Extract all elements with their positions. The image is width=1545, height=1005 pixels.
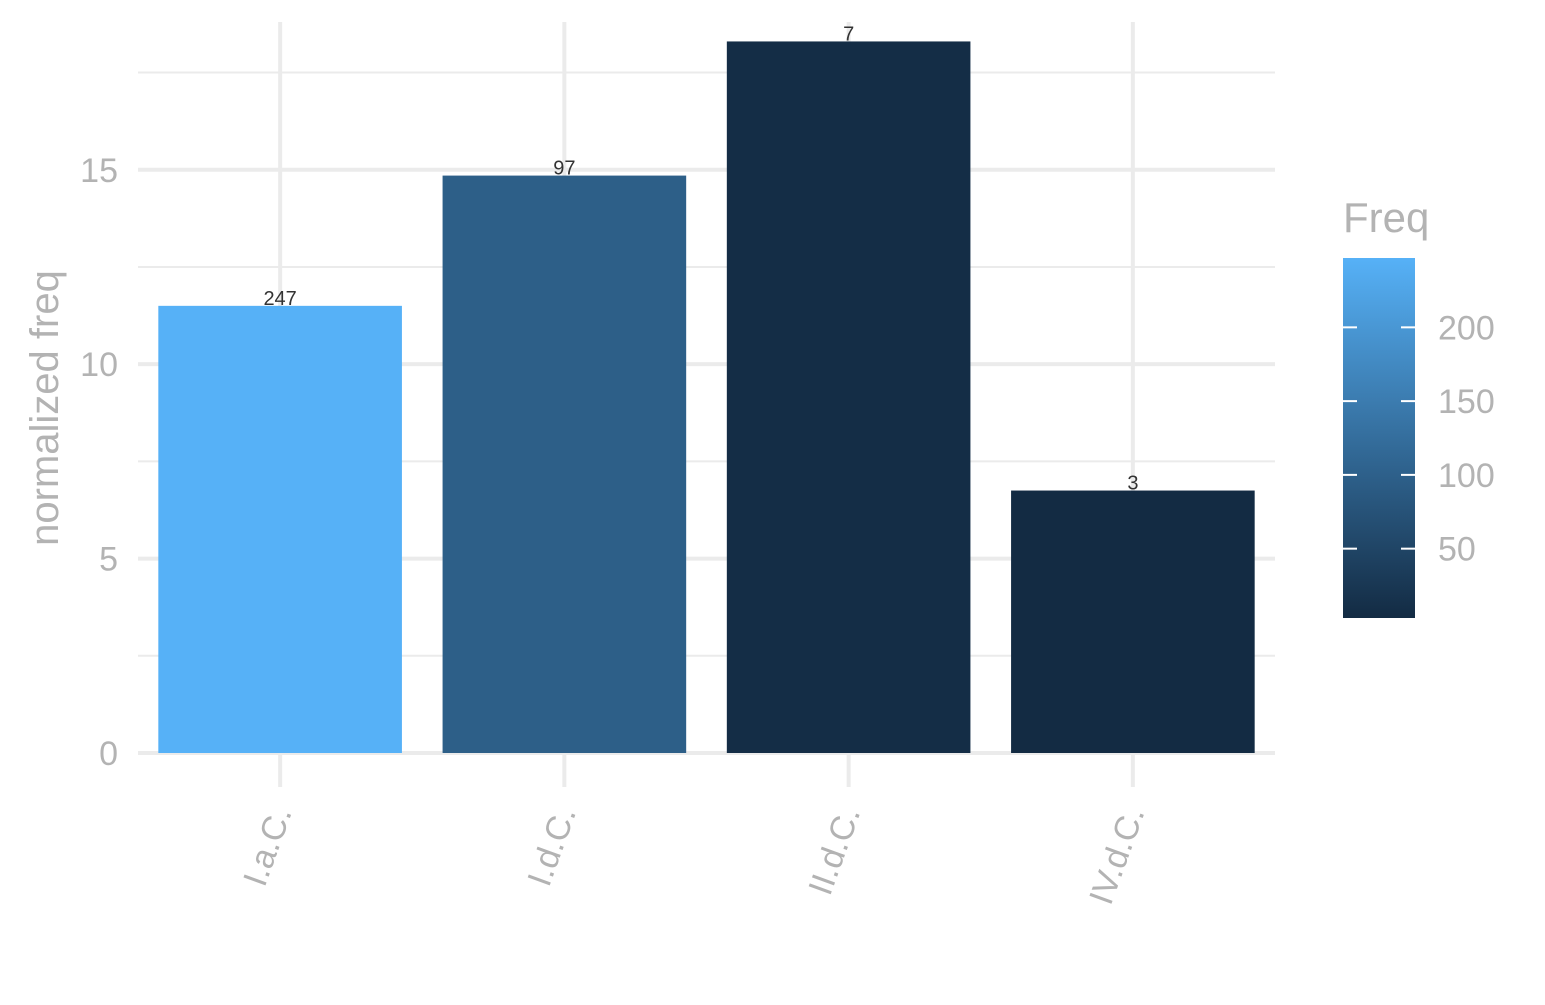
- x-tick-label: II.d.C.: [801, 802, 868, 900]
- bars: [158, 41, 1255, 754]
- legend-title: Freq: [1343, 194, 1429, 241]
- y-tick-label: 15: [80, 152, 118, 190]
- bar-value-label: 97: [553, 158, 575, 180]
- colorbar-tick-label: 50: [1438, 531, 1476, 569]
- bar-value-label: 247: [263, 288, 296, 310]
- colorbar-tick-label: 150: [1438, 383, 1495, 421]
- colorbar: [1343, 258, 1415, 618]
- bar-idc: [442, 175, 687, 753]
- x-tick-label: I.a.C.: [236, 802, 299, 891]
- x-tick-label: I.d.C.: [520, 802, 583, 891]
- x-axis: I.a.C. I.d.C. II.d.C. IV.d.C.: [236, 802, 1152, 910]
- bar-labels: 247 97 7 3: [263, 23, 1138, 494]
- colorbar-tick-label: 100: [1438, 457, 1495, 495]
- colorbar-tick-label: 200: [1438, 309, 1495, 347]
- bar-iidc: [726, 41, 971, 754]
- y-tick-label: 5: [99, 541, 118, 579]
- legend: Freq 50 100 150 200: [1343, 194, 1495, 618]
- bar-ivdc: [1011, 490, 1255, 753]
- y-tick-label: 0: [99, 735, 118, 773]
- colorbar-ticks: 50 100 150 200: [1343, 309, 1495, 569]
- bar-iac: [158, 305, 402, 753]
- bar-value-label: 3: [1127, 473, 1138, 495]
- y-tick-label: 10: [80, 346, 118, 384]
- y-axis-title: normalized freq: [23, 270, 67, 546]
- y-axis: 0 5 10 15: [80, 152, 118, 773]
- x-tick-label: IV.d.C.: [1082, 802, 1152, 910]
- bar-value-label: 7: [843, 23, 854, 45]
